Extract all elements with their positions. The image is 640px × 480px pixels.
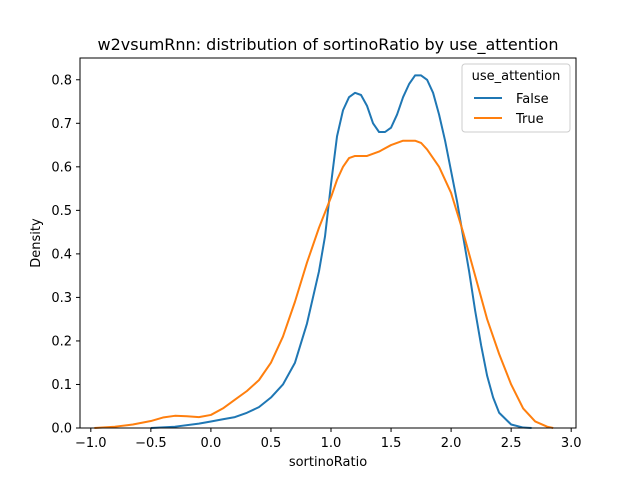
x-tick-label: −1.0 [75, 436, 107, 451]
x-axis-ticks: −1.0 −0.5 0.0 0.5 1.0 1.5 2.0 2.5 3.0 [75, 428, 582, 451]
x-tick-label: −0.5 [135, 436, 167, 451]
y-tick-label: 0.2 [51, 334, 72, 349]
y-tick-label: 0.1 [51, 378, 72, 393]
y-axis-ticks: 0.0 0.1 0.2 0.3 0.4 0.5 0.6 0.7 0.8 [51, 73, 80, 437]
y-tick-label: 0.8 [51, 73, 72, 88]
legend-label-true: True [515, 112, 544, 127]
series-line-false [150, 74, 532, 429]
y-tick-label: 0.3 [51, 291, 72, 306]
series-line-true [94, 139, 554, 429]
plot-frame [79, 57, 577, 429]
x-tick-label: 2.0 [441, 436, 462, 451]
chart-title: w2vsumRnn: distribution of sortinoRatio … [98, 35, 559, 55]
x-tick-label: 2.5 [501, 436, 522, 451]
plot-lines [94, 74, 554, 429]
x-tick-label: 1.5 [381, 436, 402, 451]
x-tick-label: 3.0 [561, 436, 582, 451]
x-tick-label: 0.5 [261, 436, 282, 451]
x-tick-label: 0.0 [201, 436, 222, 451]
legend-title: use_attention [472, 69, 561, 84]
y-axis-label: Density [29, 218, 44, 268]
y-tick-label: 0.7 [51, 117, 72, 132]
y-tick-label: 0.4 [51, 247, 72, 262]
y-tick-label: 0.0 [51, 422, 72, 437]
y-tick-label: 0.5 [51, 204, 72, 219]
legend-box [461, 63, 571, 133]
legend: use_attention False True [461, 63, 571, 133]
y-tick-label: 0.6 [51, 160, 72, 175]
x-axis-label: sortinoRatio [289, 455, 367, 470]
legend-label-false: False [516, 92, 549, 107]
x-tick-label: 1.0 [321, 436, 342, 451]
